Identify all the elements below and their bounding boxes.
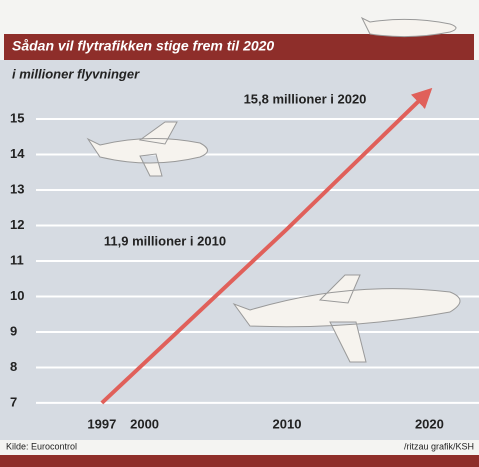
bottom-band: [0, 455, 479, 467]
y-tick-label: 14: [10, 146, 25, 161]
annotation: 15,8 millioner i 2020: [244, 91, 367, 106]
x-tick-label: 2010: [273, 416, 302, 431]
x-tick-label: 2020: [415, 416, 444, 431]
plane-icon: [362, 18, 456, 37]
chart-subtitle: i millioner flyvninger: [12, 66, 140, 81]
chart-title: Sådan vil flytrafikken stige frem til 20…: [12, 38, 274, 54]
y-tick-label: 15: [10, 110, 24, 125]
source-note: Kilde: Eurocontrol: [6, 441, 77, 451]
y-tick-label: 13: [10, 181, 24, 196]
chart: Sådan vil flytrafikken stige frem til 20…: [0, 0, 479, 467]
plot-background: [0, 60, 479, 440]
x-tick-label: 1997: [87, 416, 116, 431]
credit-note: /ritzau grafik/KSH: [404, 441, 474, 451]
y-tick-label: 11: [10, 252, 24, 267]
annotation: 11,9 millioner i 2010: [104, 233, 226, 248]
x-tick-label: 2000: [130, 416, 159, 431]
y-tick-label: 10: [10, 288, 24, 303]
y-tick-label: 9: [10, 323, 17, 338]
y-tick-label: 12: [10, 217, 24, 232]
y-tick-label: 8: [10, 359, 17, 374]
y-tick-label: 7: [10, 394, 17, 409]
